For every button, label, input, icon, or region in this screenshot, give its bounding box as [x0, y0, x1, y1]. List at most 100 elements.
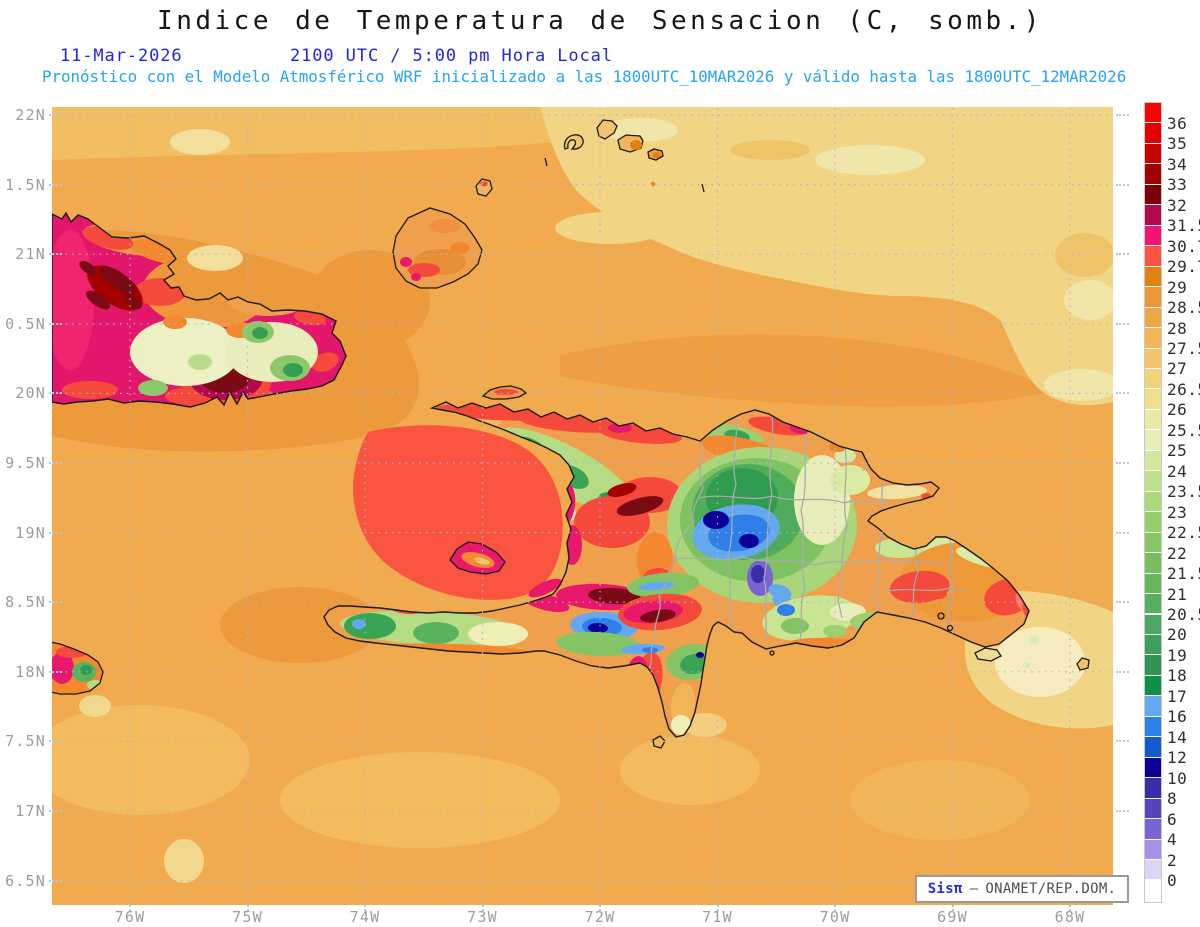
colorbar-cell [1145, 225, 1161, 247]
coastal-lagoon [937, 612, 945, 620]
lat-tick [49, 253, 62, 256]
colorbar-tick-label: 28 [1167, 318, 1188, 338]
colorbar-cell [1145, 368, 1161, 390]
colorbar-tick-label: 22.5 [1167, 523, 1200, 543]
lat-label: 22N [15, 106, 46, 124]
province-border-line [699, 495, 891, 504]
colorbar-tick-label: 21 [1167, 584, 1188, 604]
colorbar-tick-label: 10 [1167, 768, 1188, 788]
heat-index-contour-blob [252, 327, 268, 339]
colorbar-cell [1145, 532, 1161, 554]
province-border-line [799, 431, 809, 641]
colorbar-cell [1145, 655, 1161, 676]
heat-index-contour-blob [450, 242, 470, 254]
islet [701, 183, 705, 193]
lat-tick [1116, 670, 1129, 673]
lat-tick [1116, 253, 1129, 256]
lat-label: 18N [15, 662, 46, 681]
small-islands-south [52, 385, 1090, 749]
province-borders [648, 411, 969, 679]
colorbar-cell [1145, 594, 1161, 615]
colorbar-cell [1145, 512, 1161, 533]
colorbar-tick-label: 29 [1167, 277, 1188, 297]
colorbar-cell [1145, 389, 1161, 410]
lon-tick [481, 905, 484, 911]
colorbar-cell [1145, 123, 1161, 144]
heat-index-contour-blob [671, 715, 691, 735]
colorbar-cell [1145, 103, 1161, 124]
colorbar-cell [1145, 819, 1161, 840]
lat-tick [49, 183, 62, 186]
lat-label: 21N [15, 245, 46, 264]
heat-index-contour-blob [163, 315, 187, 329]
colorbar-cell [1145, 430, 1161, 451]
sispi-logo: Sisπ [927, 881, 963, 897]
heat-index-contour-blob [588, 587, 640, 605]
colorbar-cell [1145, 880, 1161, 901]
gulf-heat-tongue [353, 425, 563, 600]
lat-label: 9.5N [5, 454, 46, 472]
heat-index-contour-blob [411, 273, 421, 281]
colorbar-tick-label: 0 [1167, 870, 1178, 890]
lat-label: 1.5N [5, 175, 46, 194]
heat-index-contour-blob [352, 619, 366, 629]
colorbar-tick-label: 4 [1167, 830, 1178, 850]
heat-index-contour-blob [703, 511, 729, 529]
colorbar-tick-label: 14 [1167, 727, 1188, 747]
colorbar-tick-label: 21.5 [1167, 564, 1200, 584]
weather-map-image [52, 107, 1113, 905]
lat-tick [1116, 740, 1129, 743]
lon-tick [599, 905, 601, 911]
colorbar-cell [1145, 839, 1161, 860]
lat-tick [49, 670, 62, 673]
heat-index-contour-blob [130, 318, 240, 386]
lat-tick [1116, 183, 1129, 186]
colorbar-cell [1145, 471, 1161, 492]
lat-tick [49, 114, 62, 116]
beata-island [652, 735, 666, 749]
lat-tick [1116, 462, 1129, 464]
colorbar-tick-label: 19 [1167, 645, 1188, 665]
colorbar-tick-label: 8 [1167, 789, 1178, 809]
colorbar-cell [1145, 860, 1161, 881]
colorbar-tick-label: 29.7 [1167, 257, 1200, 277]
lat-label: 7.5N [5, 732, 46, 751]
colorbar-cell [1145, 634, 1161, 656]
colorbar-cell [1145, 757, 1161, 779]
heat-index-contour-blob [556, 631, 640, 657]
attribution-text: ONAMET/REP.DOM. [985, 881, 1117, 897]
heat-index-contour-blob [608, 423, 632, 433]
colorbar-cell [1145, 184, 1161, 206]
heat-index-contour-blob [344, 613, 396, 639]
lat-label: 17N [15, 802, 46, 820]
colorbar-tick-label: 27 [1167, 359, 1188, 379]
heat-index-contour-blob [86, 290, 110, 310]
colorbar-tick-label: 17 [1167, 686, 1188, 706]
colorbar-tick-label: 27.5 [1167, 339, 1200, 359]
forecast-date: 11-Mar-2026 [60, 46, 183, 66]
heat-index-contour-blob [680, 653, 708, 675]
heat-index-contour-blob [696, 652, 704, 658]
lat-label: 8.5N [5, 593, 46, 612]
heat-index-contour-blob [616, 496, 664, 516]
heat-index-contour-blob [124, 294, 142, 310]
colorbar-cell [1145, 164, 1161, 185]
lat-tick [49, 322, 62, 325]
lat-tick [49, 531, 62, 534]
lon-label: 71W [702, 908, 733, 926]
colorbar-cell [1145, 143, 1161, 165]
heat-index-contour-blob [188, 354, 212, 370]
lat-label: 0.5N [5, 314, 46, 333]
heat-index-contour-blob [79, 260, 97, 276]
colorbar-tick-label: 26.5 [1167, 379, 1200, 399]
colorbar-tick-label: 20 [1167, 625, 1188, 645]
lon-label: 72W [584, 908, 616, 926]
lat-tick [49, 462, 62, 464]
colorbar-tick-label: 25 [1167, 441, 1188, 461]
lat-tick [1116, 810, 1129, 812]
lon-label: 70W [819, 908, 851, 926]
lat-tick [49, 740, 62, 743]
heat-index-contour-blob [834, 449, 856, 463]
colorbar-tick-label: 2 [1167, 850, 1178, 870]
